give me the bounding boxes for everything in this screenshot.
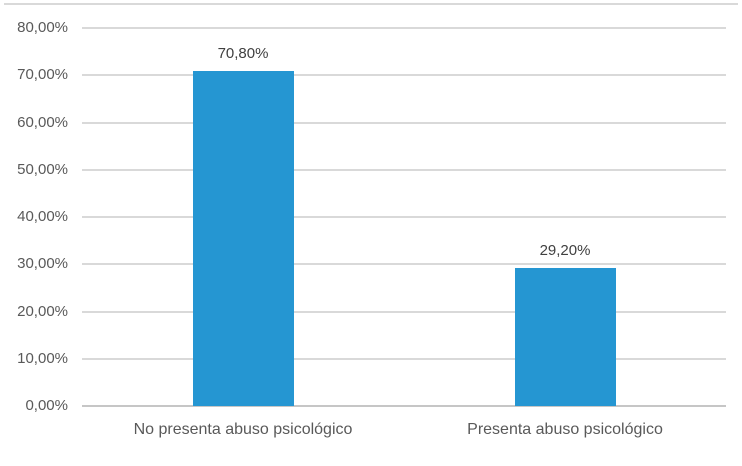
y-axis-tick-label: 10,00% [17,349,68,367]
gridline [82,168,726,171]
chart-top-border [4,3,738,5]
y-axis-tick-label: 80,00% [17,19,68,36]
bar-value-label: 70,80% [217,45,269,63]
y-axis: 0,00% 10,00% 20,00% 30,00% 40,00% 50,00% 60,00… [0,0,68,466]
gridline [82,310,726,313]
y-axis-tick-label: 50,00% [17,160,68,178]
gridline [82,357,726,360]
gridline [82,216,726,218]
y-axis-tick-label: 60,00% [17,113,68,131]
plot-area: 70,80% 29,20% [82,27,726,407]
y-axis-tick-label: 40,00% [17,208,68,225]
gridline [82,263,726,266]
bar [514,268,616,406]
x-axis-category-label: Presenta abuso psicológico [467,421,663,438]
x-axis: No presenta abuso psicológico Presenta ab… [82,418,726,448]
bar [192,71,294,406]
gridline [82,74,726,77]
y-axis-tick-label: 0,00% [25,397,68,414]
gridline [82,27,726,29]
gridline [82,121,726,124]
y-axis-tick-label: 70,00% [17,66,68,84]
y-axis-tick-label: 20,00% [17,302,68,320]
x-axis-line [82,405,726,407]
y-axis-tick-label: 30,00% [17,255,68,273]
x-axis-category-label: No presenta abuso psicológico [133,421,353,438]
bar-value-label: 29,20% [539,242,591,260]
